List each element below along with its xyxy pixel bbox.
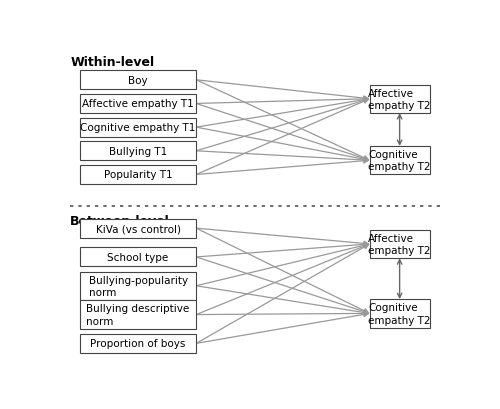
FancyBboxPatch shape	[370, 230, 430, 258]
Text: Affective
empathy T2: Affective empathy T2	[368, 233, 431, 256]
FancyBboxPatch shape	[80, 118, 196, 137]
Text: Affective empathy T1: Affective empathy T1	[82, 99, 194, 109]
Text: Affective
empathy T2: Affective empathy T2	[368, 88, 431, 111]
FancyBboxPatch shape	[80, 166, 196, 184]
Text: Boy: Boy	[128, 76, 148, 85]
Text: Cognitive empathy T1: Cognitive empathy T1	[80, 123, 196, 133]
FancyBboxPatch shape	[80, 248, 196, 267]
FancyBboxPatch shape	[80, 219, 196, 238]
FancyBboxPatch shape	[370, 299, 430, 328]
Text: KiVa (vs control): KiVa (vs control)	[96, 224, 180, 234]
Text: Bullying-popularity
norm: Bullying-popularity norm	[88, 275, 188, 297]
FancyBboxPatch shape	[370, 147, 430, 175]
FancyBboxPatch shape	[80, 334, 196, 353]
Text: Bullying descriptive
norm: Bullying descriptive norm	[86, 303, 190, 326]
Text: Within-level: Within-level	[70, 55, 154, 68]
FancyBboxPatch shape	[80, 272, 196, 300]
FancyBboxPatch shape	[80, 95, 196, 114]
Text: School type: School type	[108, 252, 168, 262]
FancyBboxPatch shape	[370, 85, 430, 114]
Text: Popularity T1: Popularity T1	[104, 170, 172, 180]
Text: Cognitive
empathy T2: Cognitive empathy T2	[368, 150, 431, 172]
Text: Cognitive
empathy T2: Cognitive empathy T2	[368, 302, 431, 325]
Text: Proportion of boys: Proportion of boys	[90, 339, 186, 348]
FancyBboxPatch shape	[80, 71, 196, 90]
Text: Between-level: Between-level	[70, 214, 170, 227]
FancyBboxPatch shape	[80, 301, 196, 329]
FancyBboxPatch shape	[80, 142, 196, 161]
Text: Bullying T1: Bullying T1	[109, 146, 167, 156]
